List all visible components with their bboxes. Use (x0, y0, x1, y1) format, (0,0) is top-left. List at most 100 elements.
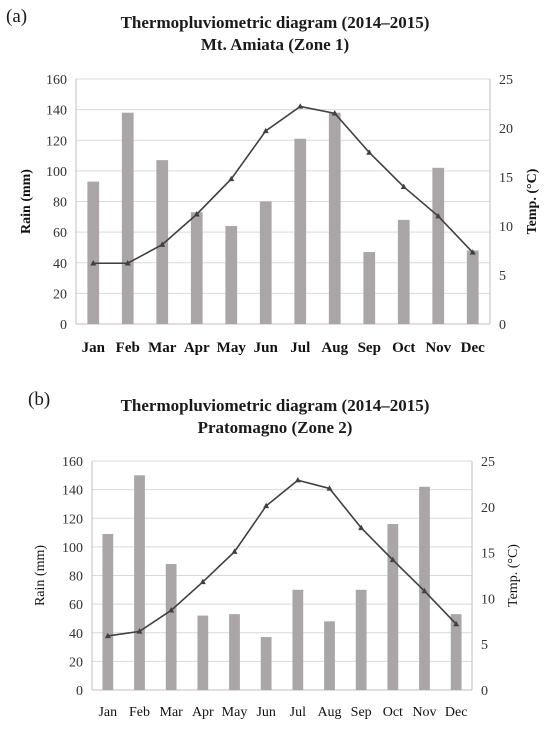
rain-bar (259, 201, 272, 324)
x-category-label: Nov (412, 705, 436, 720)
temperature-point (358, 524, 365, 531)
rain-bar (134, 475, 145, 690)
chart-subtitle: Pratomagno (Zone 2) (197, 418, 353, 437)
panel-label: (b) (28, 389, 51, 410)
x-category-label: Jan (98, 705, 117, 720)
chart-plot: 0 20 40 60 80 100 120 140 160 0 5 10 15 20 25 Jan Feb Mar… (33, 455, 521, 720)
chart-plot: 0 20 40 60 80 100 120 140 160 0 5 10 15 20 25 Jan Feb Mar… (19, 73, 540, 356)
rain-bar (165, 564, 177, 690)
rain-bar (355, 589, 367, 690)
x-category-label: Jun (254, 340, 279, 356)
temperature-point (228, 175, 235, 182)
y-right-axis-title: Temp. (°C) (506, 544, 521, 607)
panel-label: (a) (6, 6, 28, 27)
rain-bar (225, 226, 238, 324)
chart-panel-b: (b) Thermopluviometric diagram (2014–201… (0, 375, 550, 729)
y-left-tick-label: 0 (60, 318, 67, 333)
temperature-point (104, 632, 111, 639)
rain-bar (387, 523, 399, 690)
rain-bar (466, 250, 479, 324)
y-left-tick-label: 20 (69, 655, 83, 670)
x-category-label: Oct (392, 340, 415, 356)
x-category-label: Apr (192, 705, 214, 720)
temperature-point (435, 213, 442, 219)
temperature-point (168, 607, 175, 613)
temperature-point (389, 556, 396, 563)
y-right-tick-label: 10 (499, 220, 513, 235)
y-left-tick-label: 140 (46, 104, 67, 119)
x-category-label: May (217, 340, 247, 356)
x-category-label: Sep (358, 340, 381, 356)
rain-bar (197, 615, 209, 690)
y-left-tick-label: 60 (69, 598, 83, 613)
rain-bar (324, 621, 335, 690)
temperature-point (263, 502, 270, 509)
x-category-label: Mar (160, 705, 184, 720)
temperature-point (90, 260, 97, 266)
x-category-label: Apr (184, 340, 210, 356)
x-category-label: Jan (82, 340, 106, 356)
temperature-point (231, 548, 238, 554)
y-left-tick-label: 0 (76, 684, 83, 699)
y-left-tick-label: 80 (53, 196, 67, 211)
temperature-point (400, 183, 407, 189)
x-category-label: Aug (321, 340, 348, 356)
y-left-tick-label: 120 (46, 134, 67, 149)
x-category-label: Mar (148, 340, 177, 356)
temperature-point (294, 477, 301, 483)
chart-subtitle: Mt. Amiata (Zone 1) (200, 35, 350, 54)
chart-title-block: Thermopluviometric diagram (2014–2015) P… (0, 395, 550, 439)
chart-title: Thermopluviometric diagram (2014–2015) (120, 396, 430, 415)
temperature-point (453, 620, 460, 627)
y-right-tick-label: 5 (499, 269, 506, 284)
temperature-point (469, 249, 476, 255)
y-left-tick-label: 40 (69, 627, 83, 642)
y-left-tick-label: 20 (53, 287, 67, 302)
x-category-label: Oct (383, 705, 403, 720)
temperature-point (199, 578, 206, 585)
y-left-tick-label: 60 (53, 226, 67, 241)
y-left-tick-label: 100 (46, 165, 67, 180)
rain-bar (397, 219, 410, 324)
temperature-point (331, 110, 338, 116)
rain-bar (87, 181, 100, 324)
x-category-label: Jul (290, 340, 310, 356)
y-right-tick-label: 5 (481, 638, 488, 653)
y-right-tick-label: 15 (481, 547, 495, 562)
y-left-tick-label: 40 (53, 257, 67, 272)
y-right-tick-label: 15 (499, 171, 513, 186)
temperature-point (326, 485, 333, 491)
rain-bar (450, 614, 462, 690)
x-category-label: Feb (116, 340, 140, 356)
temperature-line (107, 479, 457, 637)
temperature-point (366, 149, 373, 155)
rain-bar (190, 212, 203, 324)
y-right-tick-label: 0 (481, 684, 488, 699)
rain-bar (432, 167, 445, 324)
rain-bar (260, 637, 272, 690)
y-right-tick-label: 20 (481, 501, 495, 516)
temperature-point (159, 241, 166, 247)
rain-bar (363, 252, 376, 324)
y-right-tick-label: 25 (481, 455, 495, 470)
x-category-label: Feb (129, 705, 150, 720)
temperature-point (136, 628, 143, 634)
y-left-tick-label: 100 (62, 541, 83, 556)
y-left-tick-label: 120 (62, 512, 83, 527)
x-category-label: Jun (256, 705, 275, 720)
x-category-label: Sep (351, 705, 372, 720)
chart-title-block: Thermopluviometric diagram (2014–2015) M… (0, 12, 550, 56)
x-category-label: Dec (445, 705, 468, 720)
temperature-point (262, 127, 269, 134)
temperature-point (124, 260, 131, 266)
y-left-tick-label: 160 (62, 455, 83, 470)
x-category-label: Aug (317, 705, 341, 720)
chart-panel-a: (a) Thermopluviometric diagram (2014–201… (0, 6, 550, 356)
temperature-point (297, 103, 304, 109)
y-left-tick-label: 140 (62, 484, 83, 499)
rain-bar (102, 533, 114, 690)
y-right-tick-label: 25 (499, 73, 513, 88)
y-left-axis-title: Rain (mm) (33, 545, 48, 606)
rain-bar (229, 614, 240, 690)
rain-bar (121, 112, 134, 324)
